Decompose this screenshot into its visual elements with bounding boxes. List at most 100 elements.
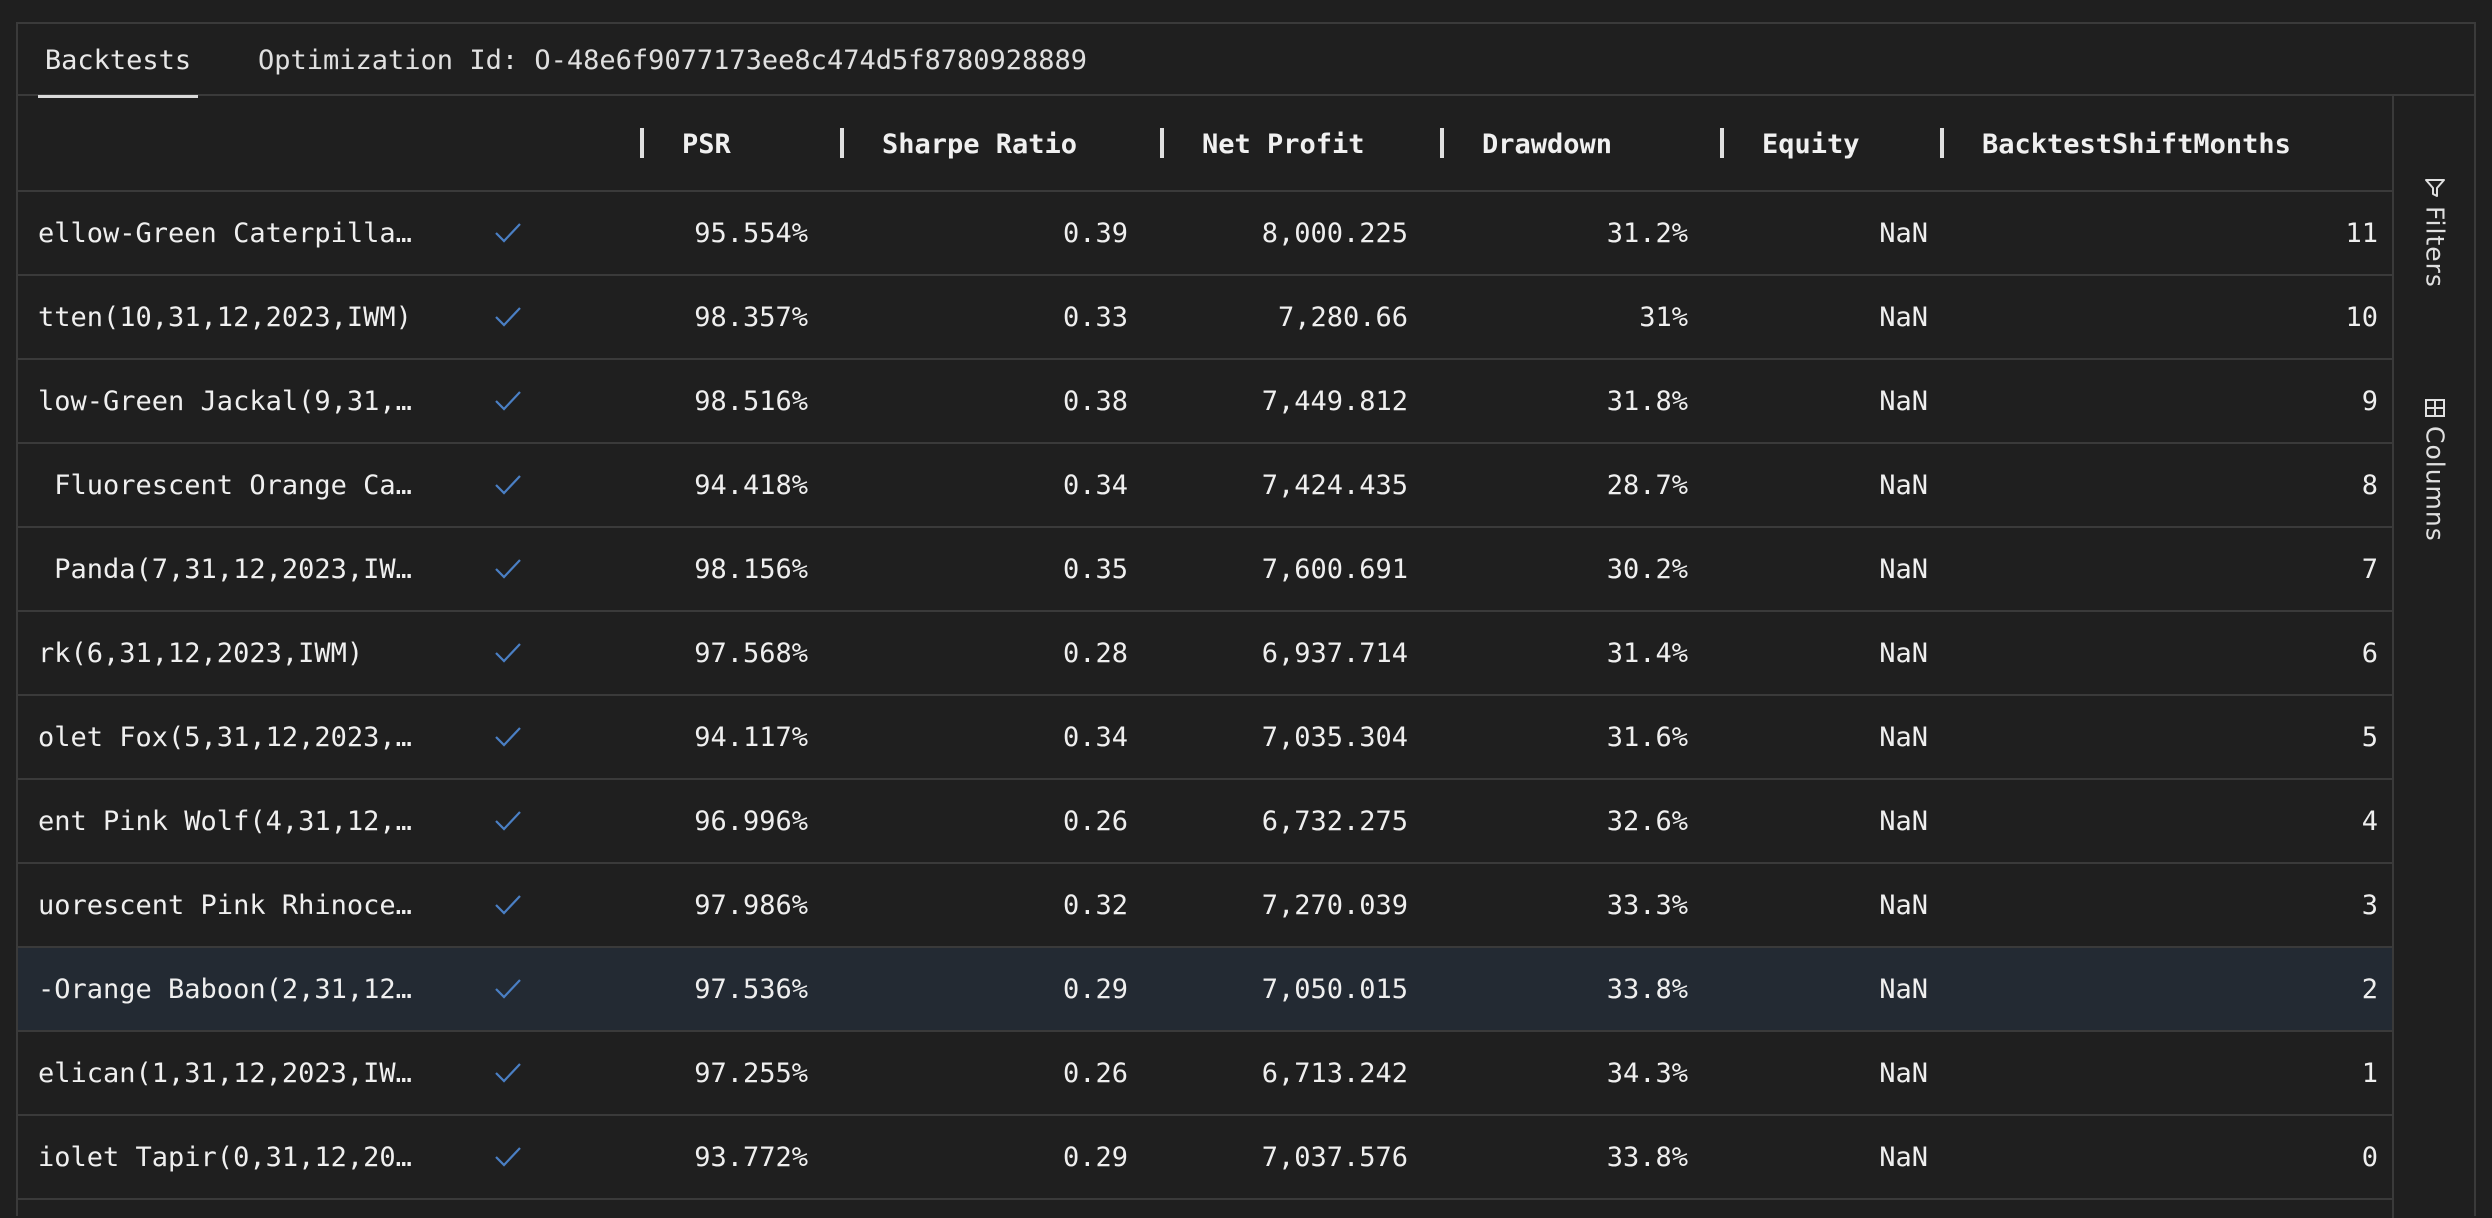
column-resize-handle[interactable] — [840, 128, 844, 158]
table-row[interactable]: ent Pink Wolf(4,31,12,… 96.996% 0.26 6,732.… — [18, 780, 2392, 864]
equity-cell: NaN — [1879, 889, 1928, 921]
net-profit-cell: 7,037.576 — [1261, 1141, 1408, 1173]
column-resize-handle[interactable] — [640, 128, 644, 158]
net-profit-cell: 6,732.275 — [1261, 805, 1408, 837]
equity-cell: NaN — [1879, 385, 1928, 417]
table-row[interactable]: olet Fox(5,31,12,2023,… 94.117% 0.34 7,035.… — [18, 696, 2392, 780]
sharpe-cell: 0.28 — [1062, 637, 1128, 669]
shift-months-cell: 10 — [2345, 301, 2378, 333]
column-resize-handle[interactable] — [1160, 128, 1164, 158]
table-row[interactable]: low-Green Jackal(9,31,… 98.516% 0.38 7,449.… — [18, 360, 2392, 444]
backtest-name: tten(10,31,12,2023,IWM) — [38, 301, 412, 333]
drawdown-cell: 28.7% — [1606, 469, 1688, 501]
equity-cell: NaN — [1879, 217, 1928, 249]
shift-months-cell: 2 — [2361, 973, 2378, 1005]
drawdown-cell: 30.2% — [1606, 553, 1688, 585]
net-profit-cell: 7,050.015 — [1261, 973, 1408, 1005]
drawdown-cell: 33.8% — [1606, 1141, 1688, 1173]
columns-button[interactable]: Columns — [2400, 396, 2470, 542]
check-icon — [488, 276, 528, 358]
shift-months-cell: 7 — [2361, 553, 2378, 585]
backtests-panel: Backtests Optimization Id: O-48e6f907717… — [16, 22, 2476, 1218]
psr-cell: 97.986% — [694, 889, 808, 921]
drawdown-cell: 31.2% — [1606, 217, 1688, 249]
drawdown-cell: 33.8% — [1606, 973, 1688, 1005]
backtest-name: Panda(7,31,12,2023,IW… — [38, 553, 412, 585]
shift-months-cell: 3 — [2361, 889, 2378, 921]
tab-backtests[interactable]: Backtests — [38, 24, 198, 98]
columns-label: Columns — [2420, 426, 2450, 542]
table-row[interactable]: rk(6,31,12,2023,IWM) 97.568% 0.28 6,937.714… — [18, 612, 2392, 696]
columns-icon — [2425, 399, 2445, 417]
check-icon — [488, 696, 528, 778]
drawdown-cell: 32.6% — [1606, 805, 1688, 837]
shift-months-cell: 1 — [2361, 1057, 2378, 1089]
column-resize-handle[interactable] — [1440, 128, 1444, 158]
net-profit-cell: 6,713.242 — [1261, 1057, 1408, 1089]
shift-months-cell: 11 — [2345, 217, 2378, 249]
backtest-name: uorescent Pink Rhinoce… — [38, 889, 412, 921]
check-icon — [488, 1032, 528, 1114]
equity-cell: NaN — [1879, 301, 1928, 333]
filters-button[interactable]: Filters — [2400, 176, 2470, 288]
equity-cell: NaN — [1879, 1141, 1928, 1173]
column-header-psr[interactable]: PSR — [682, 128, 731, 160]
column-resize-handle[interactable] — [1940, 128, 1944, 158]
check-icon — [488, 780, 528, 862]
psr-cell: 98.357% — [694, 301, 808, 333]
shift-months-cell: 0 — [2361, 1141, 2378, 1173]
column-header-drawdown[interactable]: Drawdown — [1482, 128, 1613, 160]
filter-icon — [2425, 179, 2445, 197]
check-icon — [488, 948, 528, 1030]
shift-months-cell: 8 — [2361, 469, 2378, 501]
check-icon — [488, 612, 528, 694]
equity-cell: NaN — [1879, 805, 1928, 837]
drawdown-cell: 31.4% — [1606, 637, 1688, 669]
equity-cell: NaN — [1879, 721, 1928, 753]
sharpe-cell: 0.34 — [1062, 721, 1128, 753]
net-profit-cell: 7,424.435 — [1261, 469, 1408, 501]
backtest-name: Fluorescent Orange Ca… — [38, 469, 412, 501]
check-icon — [488, 528, 528, 610]
column-header-equity[interactable]: Equity — [1762, 128, 1860, 160]
backtest-name: iolet Tapir(0,31,12,20… — [38, 1141, 412, 1173]
table-row[interactable]: uorescent Pink Rhinoce… 97.986% 0.32 7,270.… — [18, 864, 2392, 948]
table-row[interactable]: ellow-Green Caterpilla… 95.554% 0.39 8,000.… — [18, 192, 2392, 276]
table-row[interactable]: Fluorescent Orange Ca… 94.418% 0.34 7,424.4… — [18, 444, 2392, 528]
column-header-shift[interactable]: BacktestShiftMonths — [1982, 128, 2291, 160]
table-row[interactable]: Panda(7,31,12,2023,IW… 98.156% 0.35 7,600.6… — [18, 528, 2392, 612]
column-resize-handle[interactable] — [1720, 128, 1724, 158]
net-profit-cell: 7,449.812 — [1261, 385, 1408, 417]
check-icon — [488, 192, 528, 274]
backtest-name: elican(1,31,12,2023,IW… — [38, 1057, 412, 1089]
sharpe-cell: 0.33 — [1062, 301, 1128, 333]
backtest-name: low-Green Jackal(9,31,… — [38, 385, 412, 417]
net-profit-cell: 7,600.691 — [1261, 553, 1408, 585]
column-header-sharpe[interactable]: Sharpe Ratio — [882, 128, 1078, 160]
net-profit-cell: 7,035.304 — [1261, 721, 1408, 753]
backtest-name: olet Fox(5,31,12,2023,… — [38, 721, 412, 753]
drawdown-cell: 31% — [1639, 301, 1688, 333]
psr-cell: 98.156% — [694, 553, 808, 585]
column-header-net-profit[interactable]: Net Profit — [1202, 128, 1365, 160]
tab-backtests-label: Backtests — [44, 44, 192, 76]
table-row[interactable]: -Orange Baboon(2,31,12… 97.536% 0.29 7,050.… — [18, 948, 2392, 1032]
table-row[interactable]: tten(10,31,12,2023,IWM) 98.357% 0.33 7,280.… — [18, 276, 2392, 360]
psr-cell: 96.996% — [694, 805, 808, 837]
optimization-id-label: Optimization Id: O-48e6f9077173ee8c474d5… — [258, 24, 1087, 96]
table-row[interactable]: elican(1,31,12,2023,IW… 97.255% 0.26 6,713.… — [18, 1032, 2392, 1116]
check-icon — [488, 1116, 528, 1198]
sharpe-cell: 0.34 — [1062, 469, 1128, 501]
backtest-name: rk(6,31,12,2023,IWM) — [38, 637, 364, 669]
sharpe-cell: 0.38 — [1062, 385, 1128, 417]
filters-label: Filters — [2420, 206, 2450, 288]
net-profit-cell: 8,000.225 — [1261, 217, 1408, 249]
psr-cell: 97.536% — [694, 973, 808, 1005]
psr-cell: 94.418% — [694, 469, 808, 501]
table-row[interactable]: iolet Tapir(0,31,12,20… 93.772% 0.29 7,037.… — [18, 1116, 2392, 1200]
psr-cell: 95.554% — [694, 217, 808, 249]
shift-months-cell: 4 — [2361, 805, 2378, 837]
net-profit-cell: 7,280.66 — [1277, 301, 1408, 333]
drawdown-cell: 34.3% — [1606, 1057, 1688, 1089]
tab-bar: Backtests Optimization Id: O-48e6f907717… — [18, 24, 2474, 98]
